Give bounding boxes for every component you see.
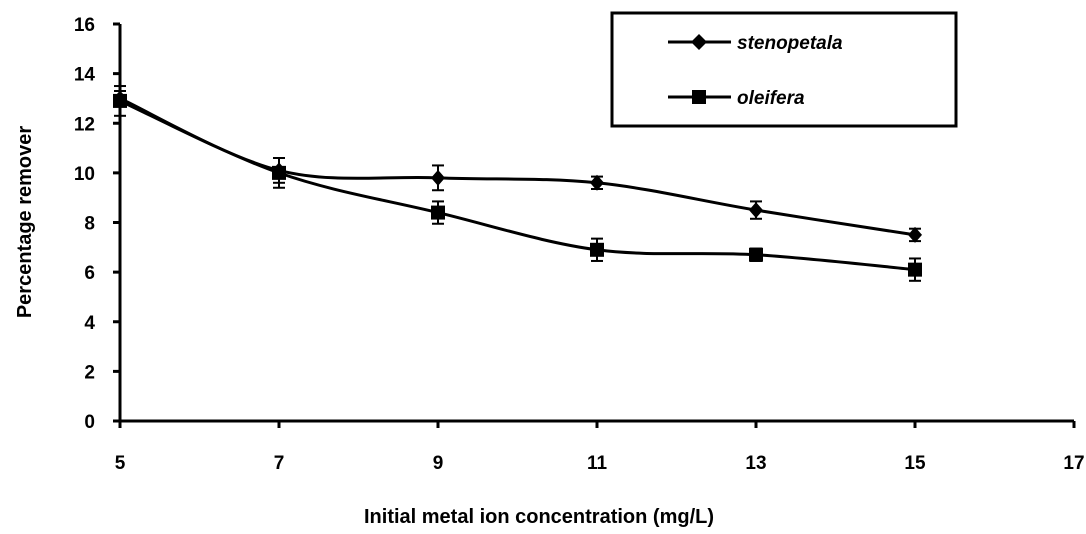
point-oleifera bbox=[908, 262, 922, 277]
legend: stenopetala oleifera bbox=[610, 11, 958, 128]
legend-marker-oleifera bbox=[692, 90, 706, 104]
x-tick-label: 11 bbox=[587, 453, 608, 474]
y-tick-label: 2 bbox=[84, 362, 95, 383]
point-stenopetala bbox=[590, 174, 604, 191]
x-tick-label: 13 bbox=[745, 453, 766, 474]
point-stenopetala bbox=[908, 226, 922, 243]
y-tick-label: 16 bbox=[74, 15, 95, 36]
x-tick-label: 17 bbox=[1063, 453, 1084, 474]
y-tick-label: 14 bbox=[74, 65, 96, 86]
x-tick-label: 15 bbox=[904, 453, 926, 474]
legend-marker-stenopetala bbox=[691, 34, 707, 50]
y-tick-label: 8 bbox=[84, 214, 95, 235]
legend-label-stenopetala: stenopetala bbox=[737, 33, 843, 54]
point-stenopetala bbox=[749, 202, 763, 219]
point-oleifera bbox=[113, 93, 127, 108]
plot-area: 0 2 4 6 8 10 12 14 16 5 7 9 11 13 15 17 bbox=[74, 15, 1085, 474]
y-tick-label: 12 bbox=[74, 114, 95, 135]
legend-label-oleifera: oleifera bbox=[737, 88, 805, 109]
point-oleifera bbox=[272, 165, 286, 180]
y-axis-title: Percentage remover bbox=[14, 126, 36, 319]
legend-box bbox=[610, 11, 958, 128]
x-axis-title: Initial metal ion concentration (mg/L) bbox=[364, 506, 714, 528]
series-line-oleifera bbox=[119, 99, 916, 272]
x-tick-label: 9 bbox=[433, 453, 444, 474]
x-tick-label: 5 bbox=[115, 453, 126, 474]
point-oleifera bbox=[431, 205, 445, 220]
y-tick-label: 10 bbox=[74, 164, 95, 185]
x-tick-label: 7 bbox=[274, 453, 285, 474]
y-tick-label: 0 bbox=[84, 412, 95, 433]
y-tick-label: 4 bbox=[84, 313, 95, 334]
point-stenopetala bbox=[431, 169, 445, 186]
y-tick-label: 6 bbox=[84, 263, 95, 284]
point-oleifera bbox=[590, 242, 604, 257]
point-oleifera bbox=[749, 247, 763, 262]
